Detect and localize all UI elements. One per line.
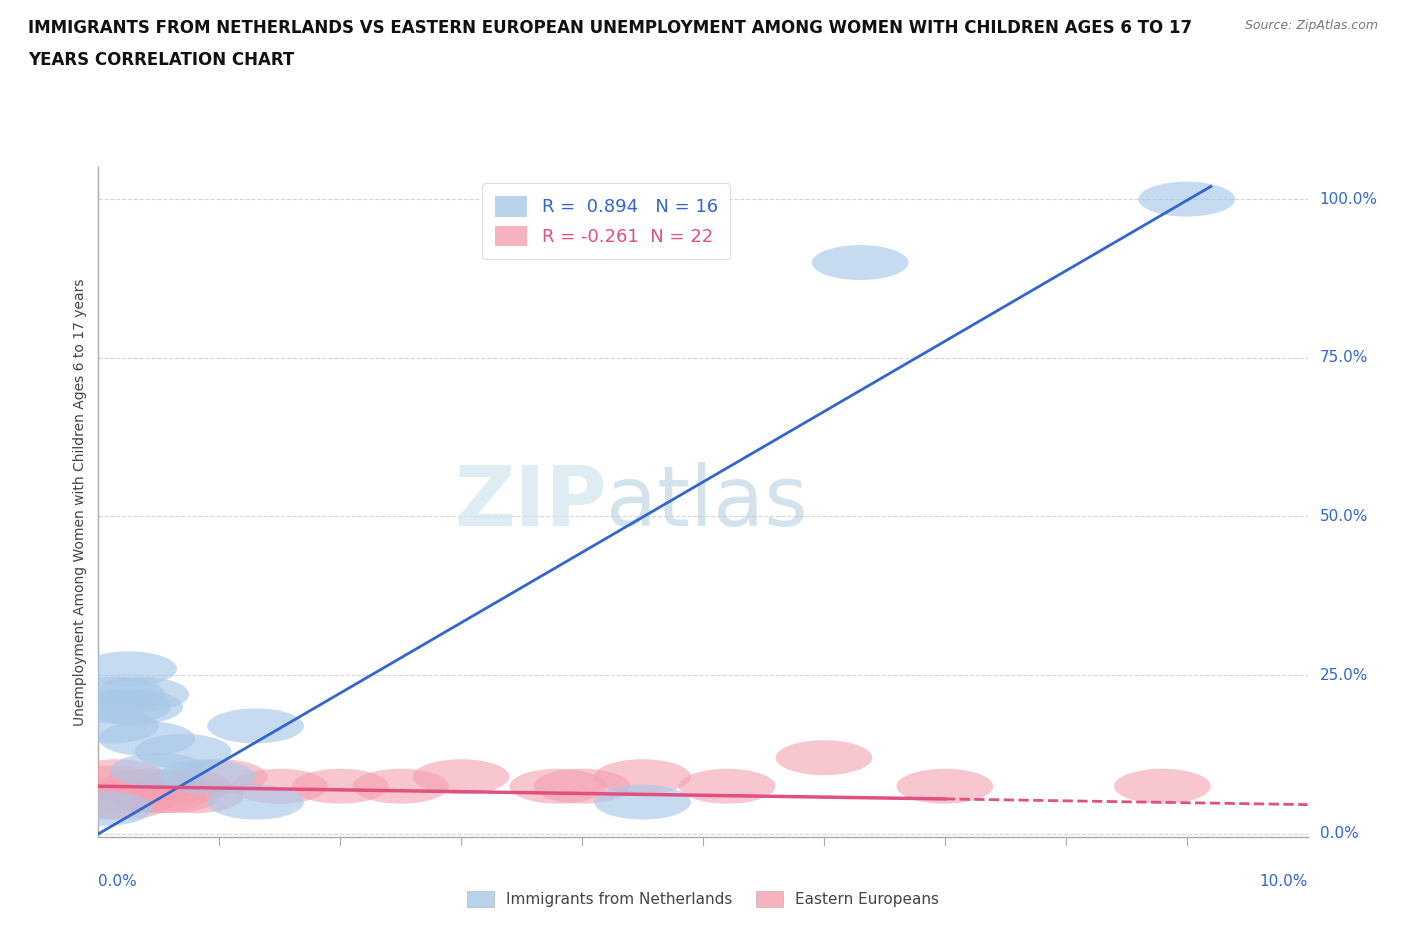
Ellipse shape	[534, 769, 630, 804]
Ellipse shape	[811, 246, 908, 280]
Ellipse shape	[595, 759, 690, 794]
Ellipse shape	[135, 769, 232, 804]
Legend: R =  0.894   N = 16, R = -0.261  N = 22: R = 0.894 N = 16, R = -0.261 N = 22	[482, 183, 731, 259]
Text: IMMIGRANTS FROM NETHERLANDS VS EASTERN EUROPEAN UNEMPLOYMENT AMONG WOMEN WITH CH: IMMIGRANTS FROM NETHERLANDS VS EASTERN E…	[28, 19, 1192, 36]
Text: 75.0%: 75.0%	[1320, 351, 1368, 365]
Text: 0.0%: 0.0%	[98, 874, 138, 889]
Ellipse shape	[93, 677, 190, 711]
Ellipse shape	[595, 785, 690, 819]
Ellipse shape	[69, 677, 165, 711]
Ellipse shape	[62, 709, 159, 743]
Text: Source: ZipAtlas.com: Source: ZipAtlas.com	[1244, 19, 1378, 32]
Text: atlas: atlas	[606, 461, 808, 543]
Ellipse shape	[56, 791, 153, 826]
Ellipse shape	[679, 769, 776, 804]
Text: 25.0%: 25.0%	[1320, 668, 1368, 683]
Ellipse shape	[207, 785, 304, 819]
Ellipse shape	[56, 785, 153, 819]
Ellipse shape	[172, 759, 267, 794]
Legend: Immigrants from Netherlands, Eastern Europeans: Immigrants from Netherlands, Eastern Eur…	[461, 884, 945, 913]
Ellipse shape	[75, 689, 172, 724]
Text: ZIP: ZIP	[454, 461, 606, 543]
Text: 0.0%: 0.0%	[1320, 827, 1358, 842]
Ellipse shape	[98, 721, 195, 756]
Ellipse shape	[80, 651, 177, 686]
Ellipse shape	[98, 769, 195, 804]
Text: YEARS CORRELATION CHART: YEARS CORRELATION CHART	[28, 51, 294, 69]
Ellipse shape	[776, 740, 872, 775]
Ellipse shape	[62, 765, 159, 801]
Ellipse shape	[122, 778, 219, 813]
Text: 100.0%: 100.0%	[1320, 192, 1378, 206]
Ellipse shape	[1114, 769, 1211, 804]
Y-axis label: Unemployment Among Women with Children Ages 6 to 17 years: Unemployment Among Women with Children A…	[73, 278, 87, 726]
Ellipse shape	[353, 769, 449, 804]
Ellipse shape	[86, 689, 183, 724]
Ellipse shape	[159, 759, 256, 794]
Text: 50.0%: 50.0%	[1320, 509, 1368, 524]
Ellipse shape	[207, 709, 304, 743]
Ellipse shape	[413, 759, 509, 794]
Ellipse shape	[69, 759, 165, 794]
Text: 10.0%: 10.0%	[1260, 874, 1308, 889]
Ellipse shape	[111, 778, 207, 813]
Ellipse shape	[135, 734, 232, 769]
Ellipse shape	[509, 769, 606, 804]
Ellipse shape	[232, 769, 328, 804]
Ellipse shape	[897, 769, 993, 804]
Ellipse shape	[75, 785, 172, 819]
Ellipse shape	[111, 753, 207, 788]
Ellipse shape	[1139, 181, 1234, 217]
Ellipse shape	[86, 778, 183, 813]
Ellipse shape	[146, 778, 243, 813]
Ellipse shape	[292, 769, 388, 804]
